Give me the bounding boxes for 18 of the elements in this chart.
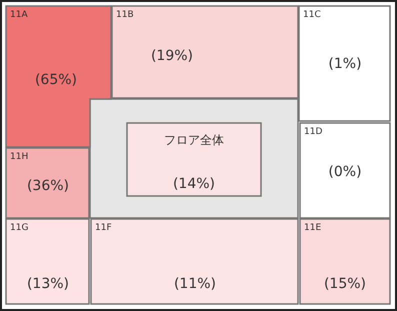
category-label: 11E	[304, 223, 322, 233]
category-label: 11H	[10, 152, 28, 162]
data-label: (13%)	[26, 276, 70, 292]
data-label: (1%)	[328, 56, 362, 72]
category-label: 11D	[304, 127, 322, 137]
category-label: フロア全体	[164, 133, 224, 147]
category-label: 11C	[303, 10, 321, 20]
data-label: (11%)	[174, 276, 216, 292]
category-label: 11B	[116, 10, 134, 20]
data-label: (14%)	[172, 176, 216, 192]
category-label: 11F	[95, 223, 112, 233]
category-label: 11A	[10, 10, 28, 20]
data-label: (0%)	[328, 164, 362, 180]
data-label: (15%)	[324, 276, 366, 292]
data-label: (36%)	[26, 178, 70, 194]
data-label: (65%)	[34, 72, 78, 88]
data-label: (19%)	[150, 48, 194, 64]
category-label: 11G	[10, 223, 28, 233]
